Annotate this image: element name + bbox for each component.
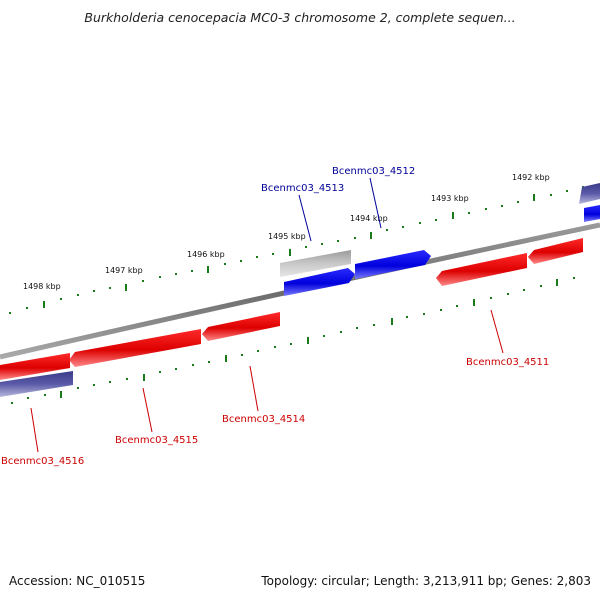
tick-label: 1497 kbp [105, 266, 143, 275]
gene-label-bcenmc03-4511[interactable]: Bcenmc03_4511 [466, 357, 549, 368]
gene-label-bcenmc03-4515[interactable]: Bcenmc03_4515 [115, 435, 198, 446]
gene-feature-bcenmc03-4511-b[interactable] [528, 238, 583, 264]
tick-label: 1498 kbp [23, 282, 61, 291]
leader-line-4514 [249, 365, 259, 412]
gene-feature-bcenmc03-4516[interactable] [0, 353, 70, 380]
leader-line-4516 [30, 407, 39, 453]
gene-feature-bcenmc03-4515[interactable] [69, 329, 201, 367]
tick-label: 1496 kbp [187, 250, 225, 259]
leader-line-4512 [369, 177, 382, 229]
inner-ticks [11, 277, 575, 404]
gene-label-bcenmc03-4513[interactable]: Bcenmc03_4513 [261, 183, 344, 194]
map-title: Burkholderia cenocepacia MC0-3 chromosom… [84, 10, 516, 25]
outer-ticks [9, 186, 584, 314]
gene-feature-other[interactable] [280, 250, 351, 277]
tick-label: 1494 kbp [350, 214, 388, 223]
gene-feature-edge-forward-2[interactable] [584, 205, 600, 222]
accession-text: Accession: NC_010515 [9, 574, 146, 588]
gene-label-bcenmc03-4514[interactable]: Bcenmc03_4514 [222, 414, 305, 425]
tick-label: 1492 kbp [512, 173, 550, 182]
gene-feature-bcenmc03-4514[interactable] [202, 312, 280, 341]
gene-feature-bcenmc03-4516-b[interactable] [0, 371, 73, 397]
gene-feature-bcenmc03-4511[interactable] [436, 253, 527, 286]
gene-feature-bcenmc03-4513[interactable] [284, 268, 355, 296]
leader-line-4511 [490, 309, 504, 354]
gene-label-bcenmc03-4516[interactable]: Bcenmc03_4516 [1, 456, 84, 467]
leader-line-4513 [298, 194, 312, 242]
summary-text: Topology: circular; Length: 3,213,911 bp… [261, 574, 591, 588]
gene-feature-edge-forward[interactable] [579, 183, 600, 204]
tick-label: 1495 kbp [268, 232, 306, 241]
tick-label: 1493 kbp [431, 194, 469, 203]
leader-line-4515 [142, 387, 153, 433]
gene-label-bcenmc03-4512[interactable]: Bcenmc03_4512 [332, 166, 415, 177]
gene-feature-bcenmc03-4512[interactable] [355, 250, 431, 279]
